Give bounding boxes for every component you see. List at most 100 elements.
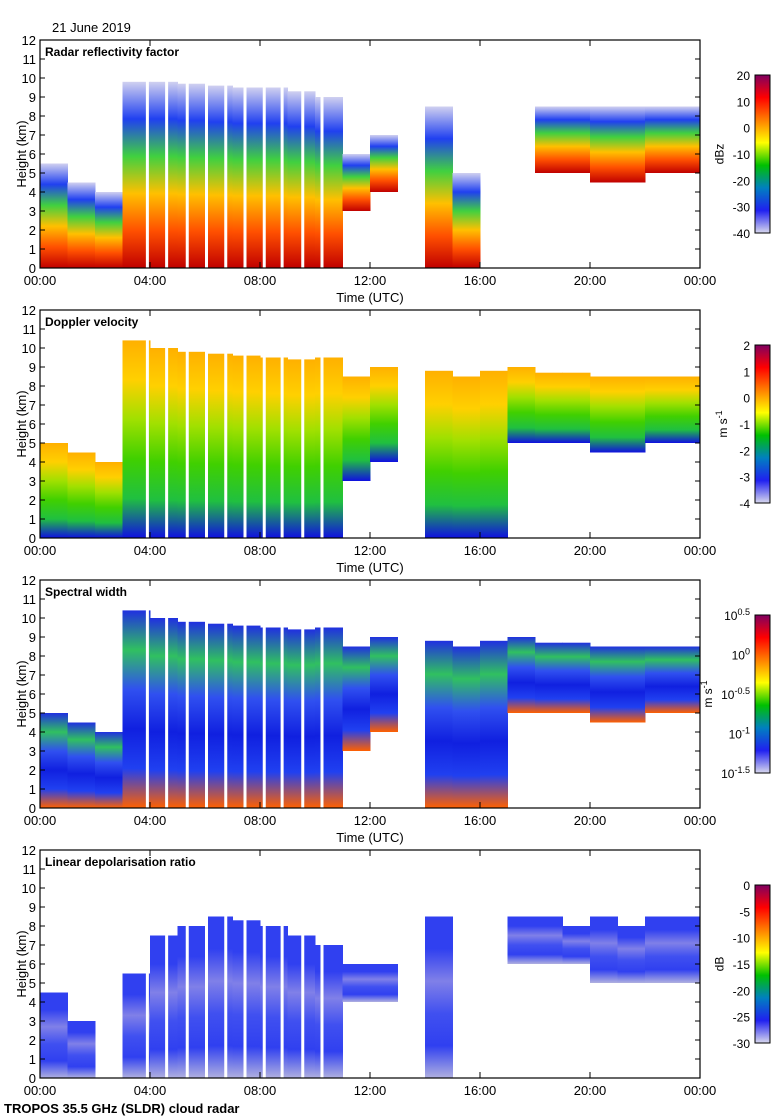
colorbar-tick-label: 0 bbox=[743, 392, 750, 406]
colorbar-tick-label: -30 bbox=[733, 1037, 751, 1051]
radar-echo-column bbox=[645, 646, 673, 713]
y-tick-label: 11 bbox=[23, 862, 37, 877]
data-gap bbox=[280, 310, 284, 538]
x-tick-label: 00:00 bbox=[684, 813, 717, 828]
colorbar-tick-label: -40 bbox=[733, 227, 751, 241]
x-tick-label: 08:00 bbox=[244, 1083, 277, 1098]
radar-echo-column bbox=[342, 964, 371, 1002]
data-gap bbox=[301, 310, 305, 538]
radar-echo-column bbox=[562, 926, 591, 964]
x-tick-label: 04:00 bbox=[134, 1083, 167, 1098]
data-gap bbox=[320, 580, 324, 808]
data-gap bbox=[301, 40, 305, 268]
y-tick-label: 4 bbox=[29, 725, 36, 740]
radar-echo-column bbox=[617, 926, 646, 983]
y-tick-label: 5 bbox=[29, 706, 36, 721]
colorbar bbox=[754, 884, 771, 1044]
y-tick-label: 9 bbox=[29, 630, 36, 645]
panel-title: Doppler velocity bbox=[45, 315, 139, 329]
colorbar-tick-label: 0 bbox=[743, 879, 750, 893]
colorbar-tick-label: -10 bbox=[733, 932, 751, 946]
x-tick-label: 04:00 bbox=[134, 273, 167, 288]
colorbar-tick-label: 10-1.5 bbox=[721, 765, 750, 781]
data-gap bbox=[224, 850, 228, 1078]
radar-echo-column bbox=[205, 916, 233, 1078]
radar-echo-column bbox=[95, 192, 123, 268]
data-gap bbox=[205, 310, 208, 538]
tick-base: 10 bbox=[732, 649, 746, 663]
radar-echo-column bbox=[535, 642, 563, 713]
y-tick-label: 10 bbox=[22, 71, 36, 86]
data-gap bbox=[165, 40, 169, 268]
radar-echo-column bbox=[67, 452, 96, 538]
colorbar-tick-label: 1 bbox=[743, 365, 750, 379]
colorbar-tick-label: -10 bbox=[733, 148, 751, 162]
data-gap bbox=[185, 580, 189, 808]
radar-echo-column bbox=[150, 935, 178, 1078]
radar-echo-column bbox=[315, 357, 343, 538]
data-gap bbox=[262, 310, 266, 538]
data-gap bbox=[185, 850, 189, 1078]
radar-echo-column bbox=[645, 106, 673, 173]
y-tick-label: 6 bbox=[29, 687, 36, 702]
x-axis-label: Time (UTC) bbox=[336, 830, 403, 845]
y-tick-label: 1 bbox=[29, 782, 36, 797]
colorbar-tick-label: -30 bbox=[733, 201, 751, 215]
radar-echo-column bbox=[40, 992, 68, 1078]
radar-echo-column bbox=[342, 154, 371, 211]
x-tick-label: 20:00 bbox=[574, 543, 607, 558]
radar-echo-column bbox=[370, 135, 398, 192]
x-tick-label: 08:00 bbox=[244, 273, 277, 288]
radar-echo-column bbox=[425, 640, 453, 808]
panel-title: Spectral width bbox=[45, 585, 127, 599]
radar-echo-column bbox=[617, 376, 646, 453]
x-tick-label: 04:00 bbox=[134, 813, 167, 828]
colorbar-tick-label: 10-1 bbox=[729, 726, 750, 742]
y-tick-label: 7 bbox=[29, 938, 36, 953]
tick-base: 10 bbox=[729, 728, 743, 742]
radar-echo-column bbox=[617, 646, 646, 723]
y-tick-label: 9 bbox=[29, 900, 36, 915]
y-tick-label: 7 bbox=[29, 668, 36, 683]
y-tick-label: 4 bbox=[29, 185, 36, 200]
radar-echo-column bbox=[122, 340, 151, 538]
radar-echo-column bbox=[452, 646, 481, 808]
radar-echo-column bbox=[370, 637, 398, 732]
colorbar-tick-label: 0 bbox=[743, 122, 750, 136]
unit-exponent: -1 bbox=[714, 410, 724, 418]
data-gap bbox=[280, 850, 284, 1078]
y-tick-label: 11 bbox=[23, 322, 37, 337]
radar-echo-column bbox=[150, 618, 178, 808]
y-tick-label: 7 bbox=[29, 398, 36, 413]
radar-echo-column bbox=[535, 106, 563, 173]
unit-text: m s bbox=[716, 418, 730, 437]
x-tick-label: 12:00 bbox=[354, 543, 387, 558]
radar-echo-column bbox=[672, 376, 701, 443]
radar-echo-column bbox=[590, 646, 618, 723]
tick-exponent: -1 bbox=[742, 726, 750, 736]
radar-echo-column bbox=[562, 372, 591, 443]
data-gap bbox=[145, 850, 149, 1078]
colorbar-tick-label: -2 bbox=[739, 444, 750, 458]
data-gap bbox=[262, 580, 266, 808]
radar-echo-column bbox=[95, 732, 123, 808]
x-tick-label: 16:00 bbox=[464, 543, 497, 558]
data-gap bbox=[165, 310, 169, 538]
data-gap bbox=[320, 850, 324, 1078]
data-gap bbox=[165, 850, 169, 1078]
x-tick-label: 00:00 bbox=[24, 543, 57, 558]
colorbar-tick-label: 2 bbox=[743, 339, 750, 353]
data-gap bbox=[205, 40, 208, 268]
colorbar bbox=[754, 614, 771, 774]
tick-exponent: -1.5 bbox=[734, 765, 750, 775]
data-gap bbox=[243, 580, 247, 808]
radar-echo-column bbox=[617, 106, 646, 183]
data-gap bbox=[262, 850, 266, 1078]
colorbar-unit: m s-1 bbox=[699, 680, 715, 707]
colorbar-unit: dB bbox=[713, 957, 727, 972]
radar-echo-column bbox=[507, 916, 536, 964]
data-gap bbox=[205, 850, 208, 1078]
radar-echo-column bbox=[562, 106, 591, 173]
